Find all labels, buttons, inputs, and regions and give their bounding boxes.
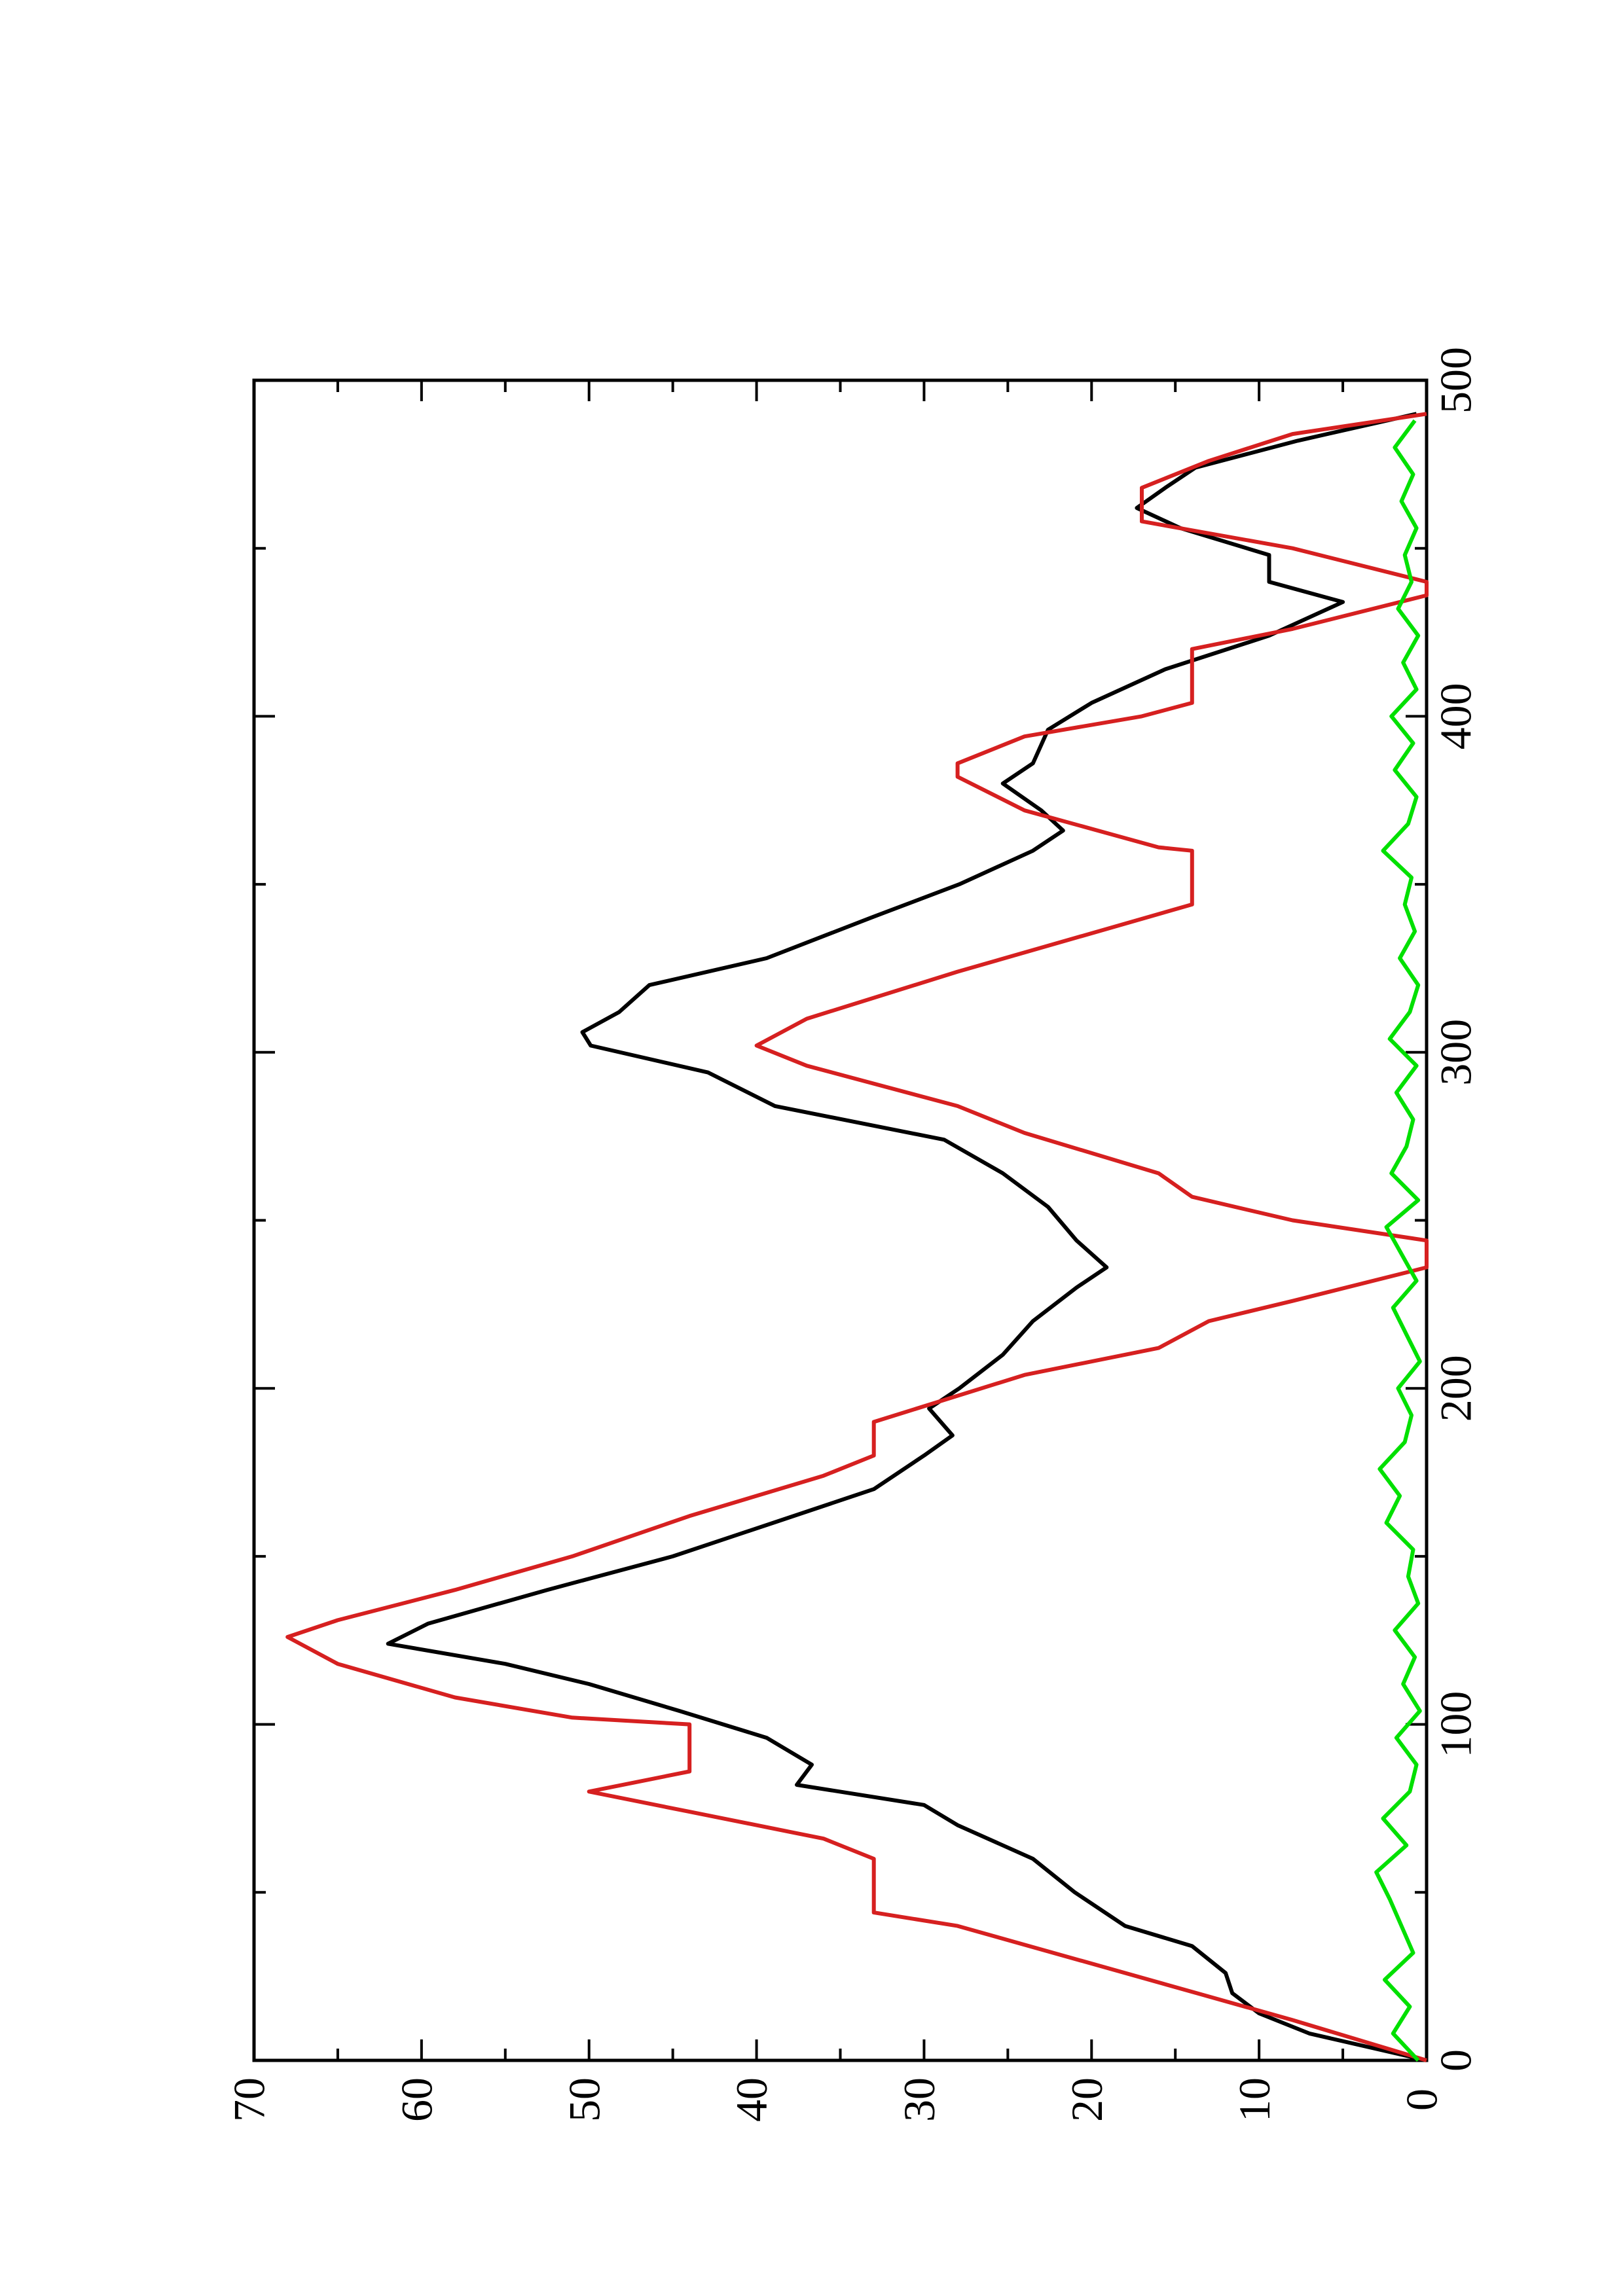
- x-tick-label: 0: [1431, 2049, 1481, 2072]
- x-tick-label: 200: [1431, 1355, 1481, 1422]
- y-tick-label: 20: [1062, 2077, 1112, 2122]
- x-tick-label: 400: [1431, 683, 1481, 749]
- y-tick-label: 0: [1397, 2089, 1447, 2111]
- y-tick-label: 60: [392, 2077, 441, 2122]
- y-tick-label: 70: [225, 2077, 274, 2122]
- y-tick-label: 30: [894, 2077, 944, 2122]
- series-line: [1374, 419, 1422, 2062]
- series-line: [285, 412, 1429, 2062]
- x-tick-label: 300: [1431, 1019, 1481, 1086]
- y-tick-label: 50: [559, 2077, 609, 2122]
- y-tick-label: 10: [1230, 2077, 1279, 2122]
- series-line: [386, 412, 1427, 2062]
- x-tick-label: 500: [1431, 347, 1481, 414]
- plot-frame: [252, 378, 1429, 2062]
- x-tick-label: 100: [1431, 1691, 1481, 1758]
- y-tick-label: 40: [727, 2077, 776, 2122]
